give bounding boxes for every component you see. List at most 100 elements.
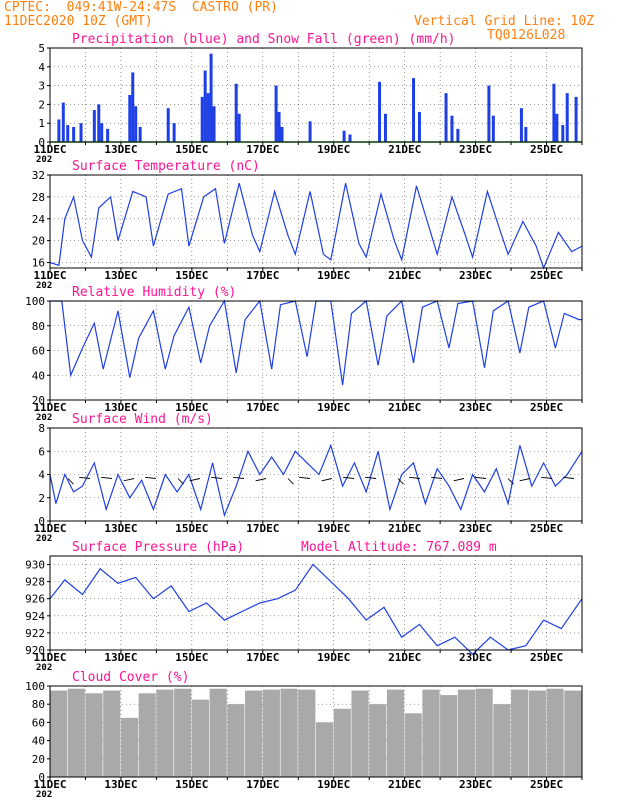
precip-bar bbox=[342, 130, 346, 142]
x-tick-label: 23DEC bbox=[459, 778, 492, 791]
precip-bar bbox=[106, 128, 110, 142]
cloud-bar bbox=[245, 690, 263, 777]
x-year-label: 202 bbox=[36, 790, 52, 800]
cloud-bar bbox=[333, 708, 351, 777]
cloud-bar bbox=[422, 689, 440, 777]
precip-bar bbox=[412, 78, 416, 142]
precip-bar bbox=[417, 111, 421, 142]
cloud-bar bbox=[546, 688, 564, 777]
cloud-bar bbox=[85, 693, 103, 777]
x-tick-label: 11DEC bbox=[33, 522, 66, 535]
panel-frame-temp bbox=[49, 174, 583, 269]
y-tick-label: 0 bbox=[38, 136, 45, 149]
y-tick-label: 2 bbox=[38, 98, 45, 111]
y-tick-label: 28 bbox=[32, 191, 45, 204]
cloud-bar bbox=[227, 704, 245, 777]
panel-title-pressure: Surface Pressure (hPa) bbox=[72, 540, 244, 555]
wind-arrow bbox=[101, 476, 113, 479]
y-tick-label: 20 bbox=[32, 235, 45, 248]
x-year-label: 202 bbox=[36, 155, 52, 165]
cloud-bar bbox=[564, 690, 582, 777]
precip-bar bbox=[92, 110, 96, 142]
y-tick-label: 922 bbox=[25, 627, 45, 640]
precip-bar bbox=[212, 106, 216, 142]
x-tick-label: 15DEC bbox=[175, 522, 208, 535]
precip-bar bbox=[348, 134, 352, 142]
y-tick-label: 24 bbox=[32, 213, 46, 226]
x-tick-label: 21DEC bbox=[388, 401, 421, 414]
y-tick-label: 20 bbox=[32, 753, 45, 766]
cloud-bar bbox=[316, 722, 334, 777]
cloud-bar bbox=[351, 690, 369, 777]
cloud-bar bbox=[475, 688, 493, 777]
x-tick-label: 13DEC bbox=[104, 522, 137, 535]
precip-bar bbox=[128, 95, 132, 142]
x-year-label: 202 bbox=[36, 534, 52, 544]
y-tick-label: 40 bbox=[32, 369, 45, 382]
wind-arrow bbox=[211, 476, 223, 479]
cloud-bar bbox=[67, 688, 85, 777]
x-tick-label: 15DEC bbox=[175, 401, 208, 414]
x-tick-label: 17DEC bbox=[246, 269, 279, 282]
y-tick-label: 4 bbox=[38, 469, 45, 482]
cloud-bar bbox=[50, 690, 68, 777]
precip-bar bbox=[444, 93, 448, 142]
x-tick-label: 13DEC bbox=[104, 143, 137, 156]
precip-bar bbox=[574, 96, 578, 142]
x-year-label: 202 bbox=[36, 663, 52, 673]
y-tick-label: 80 bbox=[32, 320, 45, 333]
wind-arrow bbox=[177, 478, 184, 485]
cloud-bar bbox=[103, 690, 121, 777]
precip-bar bbox=[378, 81, 382, 142]
precip-bar bbox=[209, 53, 213, 142]
cloud-bar bbox=[386, 689, 405, 777]
x-tick-label: 19DEC bbox=[317, 143, 350, 156]
header-grid-note: Vertical Grid Line: 10Z bbox=[414, 14, 595, 29]
precip-bar bbox=[277, 111, 281, 142]
y-tick-label: 0 bbox=[38, 515, 45, 528]
precip-bar bbox=[565, 93, 569, 142]
x-tick-label: 19DEC bbox=[317, 522, 350, 535]
precip-bar bbox=[134, 106, 138, 142]
precip-bar bbox=[519, 108, 523, 142]
y-tick-label: 40 bbox=[32, 735, 45, 748]
x-year-label: 202 bbox=[36, 413, 52, 423]
wind-arrow bbox=[189, 478, 201, 482]
y-tick-label: 60 bbox=[32, 345, 45, 358]
precip-bar bbox=[200, 96, 204, 142]
wind-arrow bbox=[79, 476, 91, 479]
precip-bar bbox=[166, 108, 170, 142]
precip-bar bbox=[561, 125, 565, 142]
y-tick-label: 20 bbox=[32, 394, 45, 407]
precip-bar bbox=[280, 126, 284, 142]
x-tick-label: 11DEC bbox=[33, 778, 66, 791]
y-tick-label: 32 bbox=[32, 169, 45, 182]
x-tick-label: 21DEC bbox=[388, 778, 421, 791]
precip-bar bbox=[487, 85, 491, 142]
wind-arrow bbox=[507, 478, 514, 485]
precip-bar bbox=[450, 115, 454, 142]
x-tick-label: 13DEC bbox=[104, 401, 137, 414]
wind-arrow bbox=[365, 476, 377, 479]
wind-arrow bbox=[453, 478, 465, 482]
x-tick-label: 17DEC bbox=[246, 522, 279, 535]
y-tick-label: 16 bbox=[32, 257, 45, 270]
panel-frame-precip bbox=[49, 47, 583, 143]
wind-arrow bbox=[343, 476, 355, 479]
x-tick-label: 11DEC bbox=[33, 401, 66, 414]
wind-arrow bbox=[409, 476, 421, 479]
y-tick-label: 5 bbox=[38, 42, 45, 55]
cloud-bar bbox=[511, 689, 529, 777]
panel-title-rh: Relative Humidity (%) bbox=[72, 285, 236, 300]
wind-arrow bbox=[145, 476, 157, 479]
cloud-bar bbox=[156, 689, 174, 777]
wind-arrow bbox=[397, 478, 404, 485]
precip-bar bbox=[383, 113, 387, 142]
wind-arrow bbox=[541, 476, 553, 479]
x-tick-label: 17DEC bbox=[246, 143, 279, 156]
y-tick-label: 2 bbox=[38, 492, 45, 505]
precip-bar bbox=[203, 70, 207, 142]
precip-bar bbox=[79, 123, 83, 142]
x-tick-label: 25DEC bbox=[530, 778, 563, 791]
x-tick-label: 15DEC bbox=[175, 143, 208, 156]
